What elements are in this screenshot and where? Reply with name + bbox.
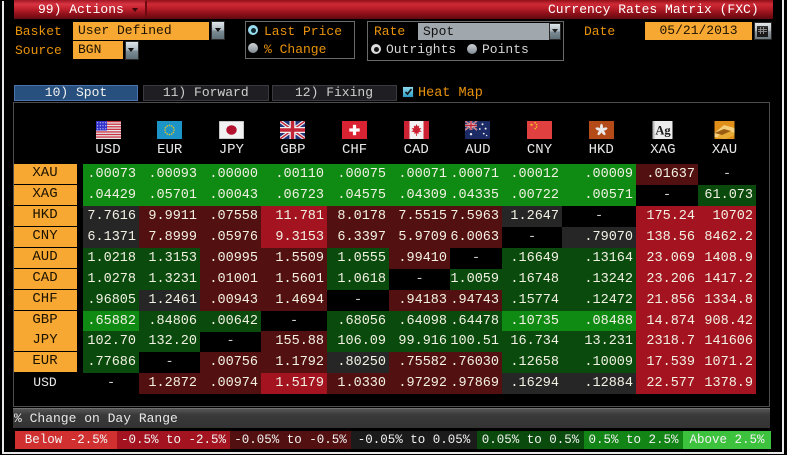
svg-text:Ag: Ag [656,124,672,138]
